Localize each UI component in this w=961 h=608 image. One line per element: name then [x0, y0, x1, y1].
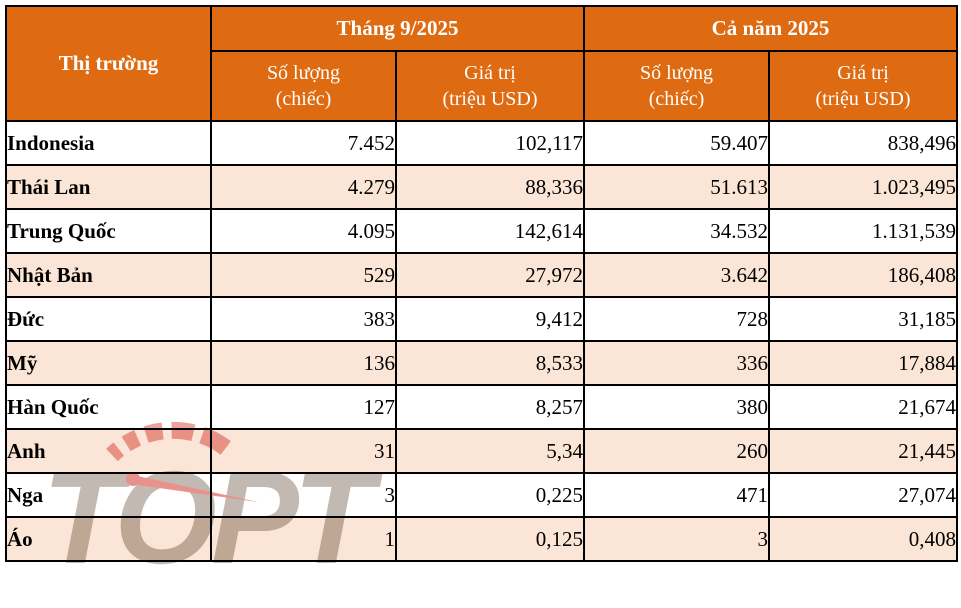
- month-quantity: 1: [210, 516, 397, 562]
- market-name: Áo: [5, 516, 212, 562]
- month-quantity: 4.095: [210, 208, 397, 254]
- month-quantity: 31: [210, 428, 397, 474]
- month-value: 27,972: [394, 252, 586, 298]
- year-quantity: 728: [583, 296, 771, 342]
- month-quantity: 7.452: [210, 120, 397, 166]
- subheader-line: Giá trị: [464, 62, 516, 84]
- year-value: 1.023,495: [768, 164, 959, 210]
- month-value: 102,117: [394, 120, 586, 166]
- month-quantity: 4.279: [210, 164, 397, 210]
- year-value: 838,496: [768, 120, 959, 166]
- month-value: 9,412: [394, 296, 586, 342]
- subheader-line: Số lượng: [266, 62, 341, 84]
- table-header: Thị trường Tháng 9/2025 Cả năm 2025 Số l…: [5, 5, 959, 122]
- market-name: Trung Quốc: [5, 208, 212, 254]
- market-name: Anh: [5, 428, 212, 474]
- month-value: 5,34: [394, 428, 586, 474]
- table-row: Nhật Bản 529 27,972 3.642 186,408: [5, 252, 959, 298]
- year-value: 186,408: [768, 252, 959, 298]
- column-group-year: Cả năm 2025: [583, 5, 959, 52]
- subheader-line: (chiếc): [648, 88, 705, 110]
- subheader-line: (triệu USD): [442, 88, 538, 110]
- month-value: 88,336: [394, 164, 586, 210]
- year-quantity: 34.532: [583, 208, 771, 254]
- header-sub-row: Số lượng (chiếc) Giá trị (triệu USD) Số …: [6, 50, 959, 122]
- table-row: Áo 1 0,125 3 0,408: [5, 516, 959, 562]
- month-quantity: 383: [210, 296, 397, 342]
- column-header-market: Thị trường: [5, 5, 212, 122]
- market-name: Thái Lan: [5, 164, 212, 210]
- month-value: 8,257: [394, 384, 586, 430]
- year-quantity: 336: [583, 340, 771, 386]
- market-name: Nga: [5, 472, 212, 518]
- year-quantity: 51.613: [583, 164, 771, 210]
- year-quantity: 260: [583, 428, 771, 474]
- year-value: 21,674: [768, 384, 959, 430]
- month-quantity: 529: [210, 252, 397, 298]
- market-export-table: Thị trường Tháng 9/2025 Cả năm 2025 Số l…: [5, 5, 959, 562]
- column-header-year-quantity: Số lượng (chiếc): [583, 50, 771, 122]
- table-row: Đức 383 9,412 728 31,185: [5, 296, 959, 342]
- subheader-line: Số lượng: [639, 62, 714, 84]
- table-row: Hàn Quốc 127 8,257 380 21,674: [5, 384, 959, 430]
- year-quantity: 380: [583, 384, 771, 430]
- month-value: 0,125: [394, 516, 586, 562]
- year-quantity: 3: [583, 516, 771, 562]
- year-value: 17,884: [768, 340, 959, 386]
- table-row: Thái Lan 4.279 88,336 51.613 1.023,495: [5, 164, 959, 210]
- month-quantity: 3: [210, 472, 397, 518]
- market-name: Mỹ: [5, 340, 212, 386]
- table-row: Indonesia 7.452 102,117 59.407 838,496: [5, 120, 959, 166]
- column-header-year-value: Giá trị (triệu USD): [768, 50, 959, 122]
- header-group-row: Thị trường Tháng 9/2025 Cả năm 2025: [5, 5, 959, 122]
- table-row: Mỹ 136 8,533 336 17,884: [5, 340, 959, 386]
- market-name: Hàn Quốc: [5, 384, 212, 430]
- subheader-line: (triệu USD): [815, 88, 911, 110]
- year-value: 1.131,539: [768, 208, 959, 254]
- month-quantity: 136: [210, 340, 397, 386]
- table-row: Trung Quốc 4.095 142,614 34.532 1.131,53…: [5, 208, 959, 254]
- month-value: 0,225: [394, 472, 586, 518]
- table-row: Nga 3 0,225 471 27,074: [5, 472, 959, 518]
- year-quantity: 59.407: [583, 120, 771, 166]
- subheader-line: (chiếc): [275, 88, 332, 110]
- month-value: 142,614: [394, 208, 586, 254]
- year-value: 27,074: [768, 472, 959, 518]
- year-quantity: 3.642: [583, 252, 771, 298]
- year-value: 0,408: [768, 516, 959, 562]
- column-header-month-quantity: Số lượng (chiếc): [210, 50, 397, 122]
- year-value: 21,445: [768, 428, 959, 474]
- year-quantity: 471: [583, 472, 771, 518]
- market-name: Đức: [5, 296, 212, 342]
- market-name: Nhật Bản: [5, 252, 212, 298]
- table-body: Indonesia 7.452 102,117 59.407 838,496 T…: [5, 120, 959, 562]
- month-value: 8,533: [394, 340, 586, 386]
- year-value: 31,185: [768, 296, 959, 342]
- month-quantity: 127: [210, 384, 397, 430]
- column-header-month-value: Giá trị (triệu USD): [394, 50, 586, 122]
- column-group-month: Tháng 9/2025: [209, 5, 586, 52]
- table-row: Anh 31 5,34 260 21,445: [5, 428, 959, 474]
- market-name: Indonesia: [5, 120, 212, 166]
- subheader-line: Giá trị: [837, 62, 889, 84]
